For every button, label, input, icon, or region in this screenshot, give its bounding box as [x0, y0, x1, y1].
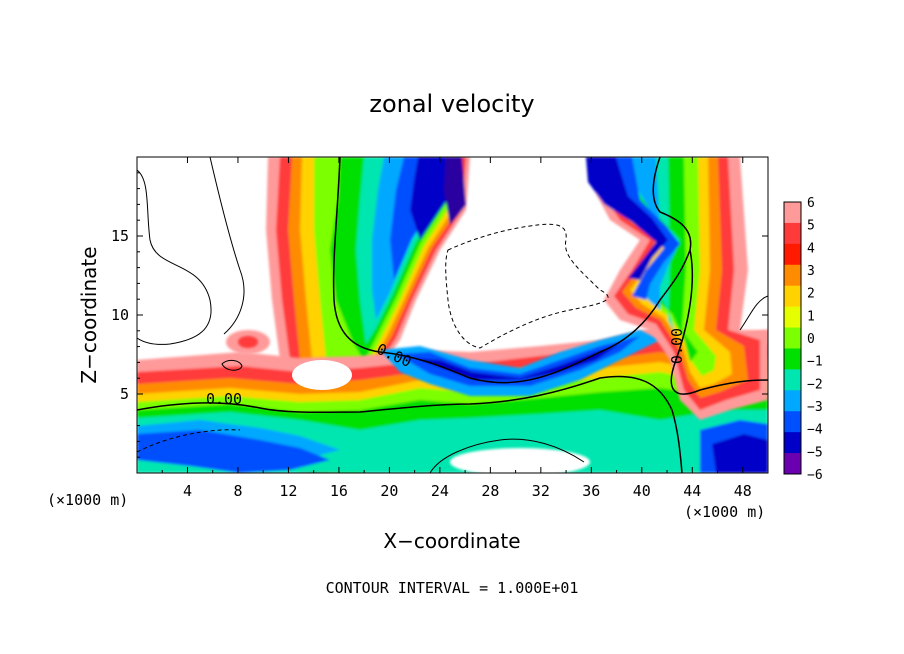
contour-interval-note: CONTOUR INTERVAL = 1.000E+01 — [326, 579, 579, 597]
x-tick-label: 48 — [734, 482, 752, 500]
contour-thin-left — [137, 169, 212, 345]
x-tick-label: 40 — [633, 482, 651, 500]
colorbar-swatch — [784, 327, 801, 349]
contour-label-lower: 0.00 — [206, 390, 242, 408]
colorbar-label: −4 — [807, 423, 823, 438]
colorbar-label: −5 — [807, 445, 823, 460]
colorbar: 6 5 4 3 2 1 0 −1 −2 −3 −4 −5 −6 — [783, 196, 823, 483]
colorbar-label: −1 — [807, 355, 823, 370]
colorbar-swatch — [784, 432, 801, 454]
y-axis-label: Z−coordinate — [77, 246, 101, 383]
x-tick-label: 44 — [683, 482, 701, 500]
contour-lines — [137, 157, 768, 473]
x-tick-label: 16 — [330, 482, 348, 500]
right-jet-band — [586, 157, 768, 420]
colorbar-frame — [783, 201, 802, 475]
colorbar-label: 0 — [807, 332, 815, 347]
colorbar-swatch — [784, 369, 801, 391]
contour-small-loop — [221, 359, 243, 371]
white-patch-bottom — [450, 448, 590, 473]
contour-zero-right — [670, 249, 768, 395]
contour-zero-upper — [332, 157, 692, 384]
colorbar-swatch — [784, 348, 801, 370]
contour-zero-lower — [137, 375, 683, 473]
contour-label-right: 0.00 — [668, 328, 686, 364]
colorbar-label: 1 — [807, 309, 815, 324]
y-tick-label: 15 — [111, 227, 129, 245]
x-tick-label: 36 — [582, 482, 600, 500]
x-tick-label: 28 — [481, 482, 499, 500]
x-tick-label: 4 — [183, 482, 192, 500]
x-tick-label: 24 — [431, 482, 449, 500]
contour-thin-right — [739, 295, 768, 331]
colorbar-label: 4 — [807, 241, 815, 256]
colorbar-label: 3 — [807, 264, 815, 279]
contour-dashed-negative — [445, 223, 609, 349]
velocity-field — [137, 157, 768, 473]
colorbar-swatch — [784, 390, 801, 412]
colorbar-swatch — [784, 285, 801, 308]
x-tick-label: 20 — [380, 482, 398, 500]
red-blob — [238, 336, 258, 348]
colorbar-label: −6 — [807, 468, 823, 483]
colorbar-label: −2 — [807, 377, 823, 392]
contour-dashed-lower — [137, 429, 241, 453]
colorbar-label: 2 — [807, 287, 815, 302]
contour-thin-top — [209, 157, 245, 335]
x-axis-label: X−coordinate — [383, 529, 520, 553]
colorbar-swatch — [784, 411, 801, 433]
x-tick-label: 12 — [279, 482, 297, 500]
colorbar-swatch — [784, 243, 801, 266]
y-axis: 5 10 15 — [111, 172, 768, 458]
x-unit-left: (×1000 m) — [47, 491, 128, 509]
white-patch-left — [292, 360, 352, 390]
y-tick-label: 10 — [111, 306, 129, 324]
x-tick-label: 8 — [233, 482, 242, 500]
chart-title: zonal velocity — [369, 90, 534, 118]
colorbar-label: −3 — [807, 400, 823, 415]
colorbar-swatch — [784, 202, 801, 224]
colorbar-swatch — [784, 264, 801, 287]
y-tick-label: 5 — [120, 385, 129, 403]
colorbar-swatch — [784, 222, 801, 245]
x-unit-right: (×1000 m) — [684, 503, 765, 521]
x-tick-label: 32 — [532, 482, 550, 500]
colorbar-swatch — [784, 306, 801, 329]
colorbar-swatch — [784, 453, 801, 475]
x-axis: 4 8 12 16 20 24 28 32 36 40 44 48 — [161, 157, 752, 500]
colorbar-label: 5 — [807, 219, 815, 234]
colorbar-label: 6 — [807, 196, 815, 211]
contour-thin-bottom — [429, 438, 585, 473]
